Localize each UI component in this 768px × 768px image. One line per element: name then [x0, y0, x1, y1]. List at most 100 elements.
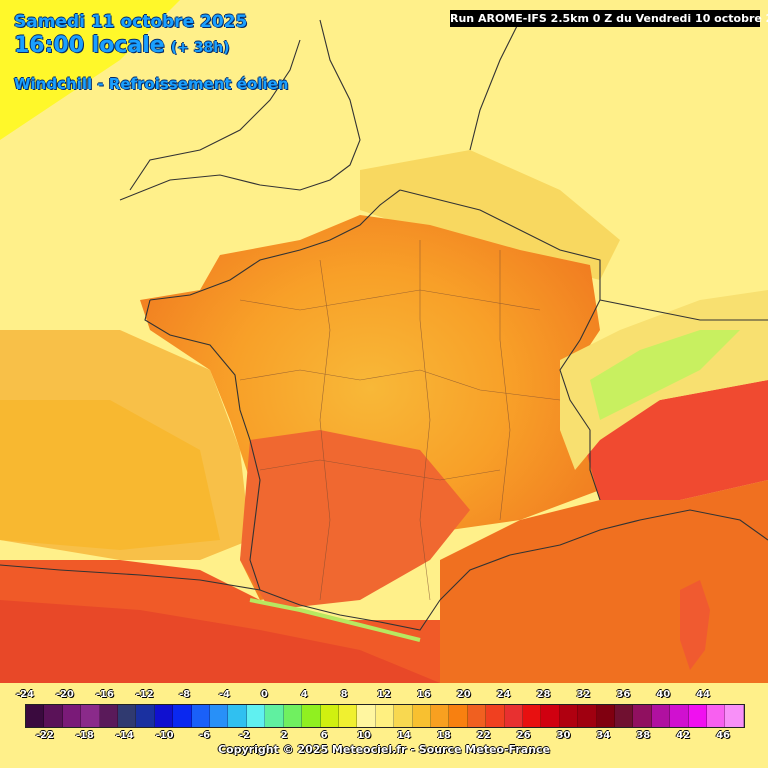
legend-swatch [522, 705, 542, 727]
forecast-hour: 16:00 locale (+ 38h) [14, 33, 230, 58]
zone-spain-south [0, 600, 440, 683]
legend-top-label: 40 [656, 689, 671, 700]
legend-bottom-label: -18 [75, 730, 94, 741]
legend-swatches [25, 704, 745, 728]
legend-swatch [688, 705, 708, 727]
legend-swatch [265, 705, 284, 727]
france-spain-border [259, 589, 441, 631]
legend-swatch [725, 705, 744, 727]
legend-bottom-label: 6 [320, 730, 328, 741]
legend-bottom-label: 26 [516, 730, 531, 741]
parameter-title: Windchill - Refroissement éolien [14, 75, 289, 93]
swiss-border [599, 299, 768, 321]
legend-top-label: -8 [178, 689, 191, 700]
legend-swatch [338, 705, 358, 727]
legend-bottom-labels: -22 -18 -14 -10 -6 -2 2 6 10 14 18 22 26 30 34 38 42 46 [0, 730, 768, 744]
legend-swatch [394, 705, 413, 727]
legend-bottom-label: 46 [716, 730, 730, 741]
zone-north-italy [580, 380, 768, 500]
color-legend: -24 -20 -16 -12 -8 -4 0 4 8 12 16 20 24 28 32 36 40 44 -2… [0, 683, 768, 768]
legend-swatch [541, 705, 560, 727]
legend-top-label: 20 [456, 689, 471, 700]
legend-bottom-label: -6 [198, 730, 211, 741]
legend-swatch [596, 705, 615, 727]
legend-top-label: 32 [576, 689, 591, 700]
zone-southwest-france [240, 430, 470, 610]
legend-swatch [283, 705, 303, 727]
legend-swatch [320, 705, 339, 727]
legend-swatch [246, 705, 266, 727]
legend-top-label: -20 [55, 689, 74, 700]
legend-swatch [136, 705, 155, 727]
legend-top-label: 12 [377, 689, 391, 700]
legend-top-labels: -24 -20 -16 -12 -8 -4 0 4 8 12 16 20 24 28 32 36 40 44 [0, 689, 768, 703]
legend-top-label: -4 [218, 689, 230, 700]
atlantic-coast [144, 299, 261, 591]
netherlands-coast [469, 19, 521, 151]
corsica [680, 580, 710, 670]
legend-bottom-label: 38 [636, 730, 651, 741]
legend-swatch [504, 705, 523, 727]
coastlines [0, 19, 768, 631]
zone-biscay [0, 400, 220, 550]
legend-bottom-label: 34 [596, 730, 611, 741]
legend-top-label: 0 [260, 689, 268, 700]
forecast-date: Samedi 11 octobre 2025 [14, 12, 248, 32]
legend-swatch [412, 705, 431, 727]
legend-top-label: 4 [300, 689, 308, 700]
run-info: Run AROME-IFS 2.5km 0 Z du Vendredi 10 o… [450, 10, 768, 27]
legend-swatch [357, 705, 376, 727]
zone-pyrenees [249, 598, 421, 642]
legend-swatch [210, 705, 229, 727]
legend-swatch [449, 705, 468, 727]
legend-top-label: 44 [696, 689, 711, 700]
legend-swatch [467, 705, 487, 727]
legend-swatch [651, 705, 671, 727]
legend-swatch [670, 705, 689, 727]
legend-swatch [81, 705, 100, 727]
legend-bottom-label: 2 [280, 730, 288, 741]
legend-swatch [707, 705, 726, 727]
forecast-lead-time: (+ 38h) [170, 40, 230, 56]
legend-bottom-label: 18 [436, 730, 451, 741]
legend-bottom-label: -2 [238, 730, 250, 741]
legend-swatch [559, 705, 579, 727]
legend-swatch [578, 705, 597, 727]
uk-inland [129, 39, 301, 191]
legend-swatch [26, 705, 45, 727]
legend-swatch [191, 705, 211, 727]
forecast-hour-value: 16:00 locale [14, 33, 165, 58]
legend-top-label: 28 [536, 689, 551, 700]
region-borders [239, 240, 561, 601]
channel-coast [149, 189, 401, 301]
legend-swatch [118, 705, 137, 727]
legend-swatch [173, 705, 192, 727]
legend-swatch [615, 705, 634, 727]
legend-swatch [62, 705, 82, 727]
cold-zone-northwest [0, 0, 180, 140]
legend-top-label: 36 [616, 689, 631, 700]
legend-top-label: -12 [135, 689, 154, 700]
legend-bottom-label: 42 [676, 730, 691, 741]
legend-bottom-label: 10 [357, 730, 371, 741]
legend-swatch [430, 705, 450, 727]
copyright-text: Copyright © 2025 Meteociel.fr - Source M… [217, 743, 551, 756]
legend-bottom-label: 14 [396, 730, 411, 741]
legend-bottom-label: -14 [115, 730, 134, 741]
legend-swatch [99, 705, 119, 727]
legend-swatch [228, 705, 247, 727]
legend-bottom-label: 22 [476, 730, 491, 741]
legend-swatch [633, 705, 652, 727]
legend-swatch [486, 705, 505, 727]
legend-bottom-label: -22 [35, 730, 54, 741]
zone-alps-high [590, 330, 740, 420]
legend-top-label: 8 [340, 689, 348, 700]
legend-swatch [44, 705, 63, 727]
legend-bottom-label: -10 [155, 730, 174, 741]
legend-top-label: -16 [95, 689, 114, 700]
legend-swatch [154, 705, 174, 727]
med-coast [439, 509, 768, 601]
legend-top-label: 24 [496, 689, 511, 700]
